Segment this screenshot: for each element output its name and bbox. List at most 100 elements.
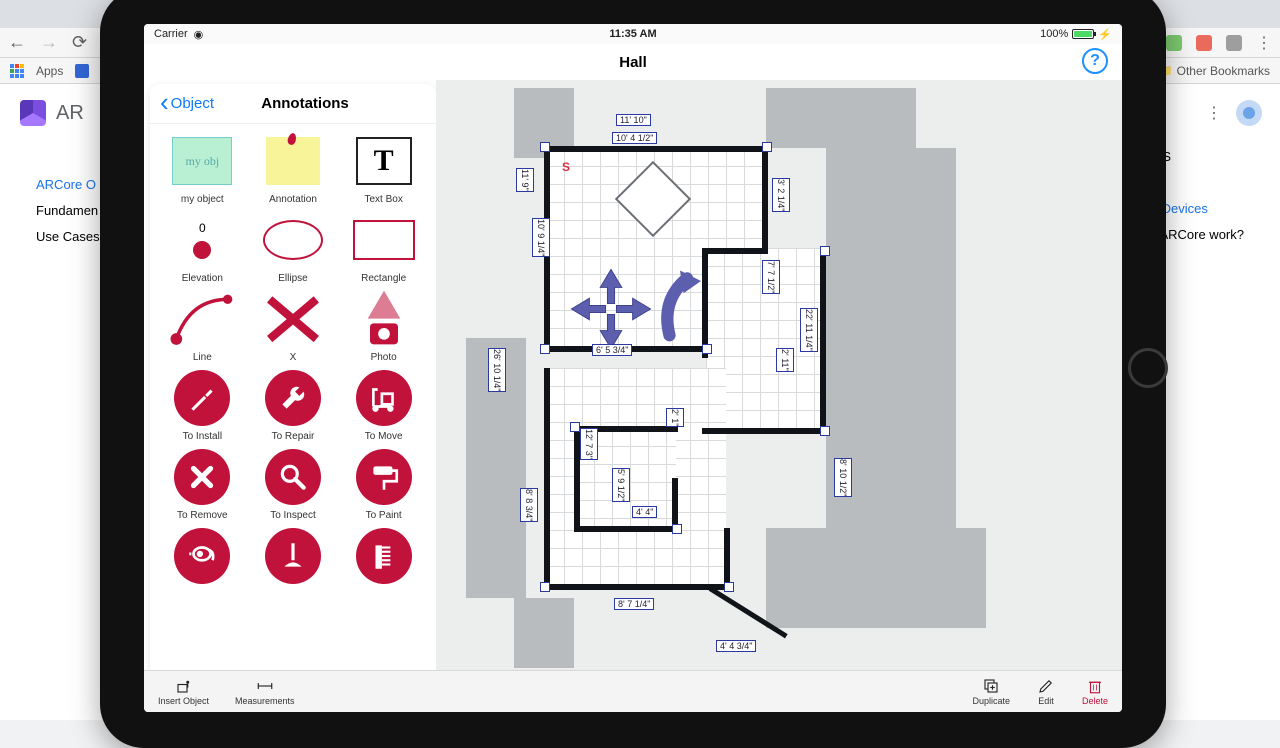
annotation-label: Elevation	[182, 273, 223, 284]
bottom-toolbar: Insert Object Measurements Duplicate Edi…	[144, 670, 1122, 712]
dolly-icon	[356, 370, 412, 426]
annotation-label: Line	[193, 352, 212, 363]
annotation-plunger[interactable]	[251, 527, 336, 585]
annotation-to-remove[interactable]: To Remove	[160, 448, 245, 521]
forward-icon[interactable]: →	[40, 32, 58, 53]
dimension-label: 6' 5 3/4"	[592, 344, 632, 356]
dimension-label: 5' 9 1/2"	[612, 468, 630, 502]
wrench-icon	[265, 370, 321, 426]
annotation-comb[interactable]	[341, 527, 426, 585]
apps-icon[interactable]	[10, 64, 24, 78]
menu-icon[interactable]: ⋮	[1256, 33, 1272, 53]
charging-icon: ⚡	[1098, 28, 1112, 41]
annotation-label: To Inspect	[270, 510, 316, 521]
annotation-label: Photo	[371, 352, 397, 363]
dimension-label: 12' 7 3"	[580, 428, 598, 460]
ipad-frame: Carrier ◉ 11:35 AM 100% ⚡ Hall ? ↶ Objec…	[100, 0, 1166, 748]
extension-icon[interactable]	[1196, 35, 1212, 51]
leftnav-item[interactable]: ARCore O	[36, 172, 100, 198]
delete-button[interactable]: Delete	[1082, 677, 1108, 706]
bookmark-icon[interactable]	[75, 64, 89, 78]
battery-icon	[1072, 29, 1094, 39]
roller-icon	[356, 449, 412, 505]
dimension-label: 4' 4"	[632, 506, 657, 518]
marker-s: S	[562, 160, 570, 174]
annotation-to-inspect[interactable]: To Inspect	[251, 448, 336, 521]
status-bar: Carrier ◉ 11:35 AM 100% ⚡	[144, 24, 1122, 44]
annotation-label: To Move	[365, 431, 403, 442]
annotation-ellipse[interactable]: Ellipse	[251, 211, 336, 284]
dimension-label: 2' 11"	[776, 348, 794, 372]
annotation-photo[interactable]: Photo	[341, 290, 426, 363]
insert-object-icon	[174, 677, 194, 695]
dimension-label: 10' 9 1/4"	[532, 218, 550, 257]
title-bar: Hall ? ↶	[144, 44, 1122, 80]
annotation-label: To Repair	[272, 431, 315, 442]
screwdriver-icon	[174, 370, 230, 426]
dimension-label: 8' 8 3/4"	[520, 488, 538, 522]
page-brand: AR	[20, 100, 84, 126]
dimension-label: 3' 2 1/4"	[772, 178, 790, 212]
insert-object-button[interactable]: Insert Object	[158, 677, 209, 706]
help-button[interactable]: ?	[1082, 48, 1108, 74]
annotation-label: Rectangle	[361, 273, 406, 284]
magnify-icon	[265, 449, 321, 505]
dimension-label: 11' 10"	[616, 114, 651, 126]
annotation-to-move[interactable]: To Move	[341, 369, 426, 442]
annotation-annotation[interactable]: Annotation	[251, 132, 336, 205]
measurements-icon	[255, 677, 275, 695]
carrier-label: Carrier	[154, 28, 188, 40]
annotation-label: To Paint	[366, 510, 402, 521]
annotation-label: To Install	[183, 431, 222, 442]
x-circ-icon	[174, 449, 230, 505]
dryer-icon	[174, 528, 230, 584]
dimension-label: 4' 4 3/4"	[716, 640, 756, 652]
annotation-x[interactable]: X	[251, 290, 336, 363]
apps-label[interactable]: Apps	[36, 64, 63, 78]
duplicate-button[interactable]: Duplicate	[972, 677, 1010, 706]
annotation-to-repair[interactable]: To Repair	[251, 369, 336, 442]
annotation-to-install[interactable]: To Install	[160, 369, 245, 442]
annotation-rectangle[interactable]: Rectangle	[341, 211, 426, 284]
other-bookmarks[interactable]: 📁 Other Bookmarks	[1158, 64, 1270, 78]
dimension-label: 8' 7 1/4"	[614, 598, 654, 610]
duplicate-icon	[981, 677, 1001, 695]
ipad-screen: Carrier ◉ 11:35 AM 100% ⚡ Hall ? ↶ Objec…	[144, 24, 1122, 712]
edit-button[interactable]: Edit	[1036, 677, 1056, 706]
annotation-text-box[interactable]: TText Box	[341, 132, 426, 205]
dimension-label: 8' 10 1/2"	[834, 458, 852, 497]
left-nav: ARCore OFundamenUse Cases	[36, 172, 100, 250]
back-icon[interactable]: ←	[8, 32, 26, 53]
extension-icon[interactable]	[1166, 35, 1182, 51]
annotation-label: my object	[181, 194, 224, 205]
clock: 11:35 AM	[609, 28, 656, 40]
dimension-label: 26' 10 1/4"	[488, 348, 506, 392]
dimension-label: 10' 4 1/2"	[612, 132, 657, 144]
home-button[interactable]	[1128, 348, 1168, 388]
dimension-label: 22' 11 1/4"	[800, 308, 818, 352]
plunger-icon	[265, 528, 321, 584]
rotate-gizmo[interactable]	[652, 264, 722, 354]
annotation-label: X	[290, 352, 297, 363]
extension-icon[interactable]	[1226, 35, 1242, 51]
annotation-dryer[interactable]	[160, 527, 245, 585]
annotation-to-paint[interactable]: To Paint	[341, 448, 426, 521]
dimension-label: 11' 9"	[516, 168, 534, 192]
comb-icon	[356, 528, 412, 584]
annotation-label: Text Box	[364, 194, 402, 205]
floorplan-canvas[interactable]: S	[436, 80, 1122, 712]
avatar[interactable]	[1236, 100, 1262, 126]
annotation-line[interactable]: Line	[160, 290, 245, 363]
annotation-elevation[interactable]: 0Elevation	[160, 211, 245, 284]
move-gizmo[interactable]	[566, 264, 656, 354]
reload-icon[interactable]: ⟳	[72, 32, 87, 53]
brand-logo-icon	[20, 100, 46, 126]
annotation-my-object[interactable]: my objmy object	[160, 132, 245, 205]
annotations-panel: Object Annotations my objmy objectAnnota…	[150, 84, 436, 712]
header-menu-icon[interactable]: ⋮	[1206, 103, 1222, 123]
battery-pct: 100%	[1040, 28, 1068, 40]
leftnav-item[interactable]: Use Cases	[36, 224, 100, 250]
measurements-button[interactable]: Measurements	[235, 677, 295, 706]
leftnav-item[interactable]: Fundamen	[36, 198, 100, 224]
dimension-label: 2' 1"	[666, 408, 684, 427]
